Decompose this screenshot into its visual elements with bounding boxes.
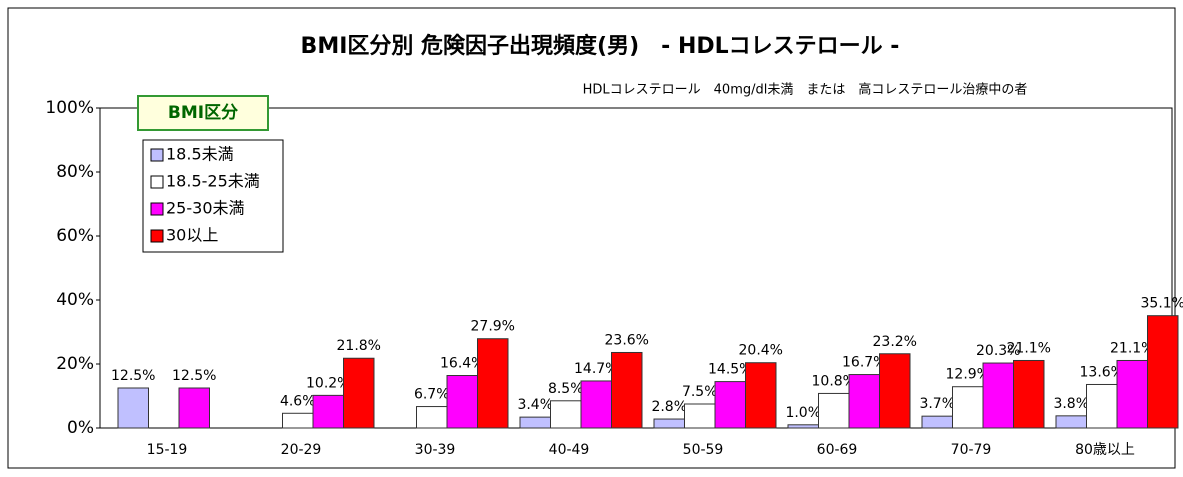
value-label: 3.7%	[919, 396, 955, 412]
bar	[1147, 315, 1179, 429]
value-label: 16.4%	[440, 356, 484, 372]
legend-box	[142, 139, 284, 253]
value-label: 20.4%	[739, 343, 783, 359]
bar	[477, 338, 509, 429]
bar	[343, 357, 375, 429]
bar	[416, 406, 448, 429]
bar	[312, 394, 344, 429]
value-label: 35.1%	[1141, 296, 1183, 312]
value-label: 21.1%	[1110, 340, 1154, 356]
bar	[1116, 359, 1148, 429]
bar	[282, 412, 314, 429]
y-tick-label: 60%	[56, 226, 94, 246]
value-label: 16.7%	[842, 355, 886, 371]
y-tick-label: 80%	[56, 162, 94, 182]
value-label: 4.6%	[280, 393, 316, 409]
bar	[921, 415, 953, 429]
value-label: 23.6%	[605, 332, 649, 348]
value-label: 6.7%	[414, 387, 450, 403]
legend-title-box	[137, 95, 269, 131]
bar	[982, 362, 1014, 429]
value-label: 10.2%	[306, 375, 350, 391]
value-label: 12.9%	[946, 367, 990, 383]
legend-title: BMI区分	[168, 103, 238, 123]
value-label: 14.5%	[708, 362, 752, 378]
bar	[611, 351, 643, 429]
value-label: 13.6%	[1080, 364, 1124, 380]
legend-swatch	[150, 229, 164, 243]
value-label: 10.8%	[812, 373, 856, 389]
bar	[1013, 359, 1045, 429]
value-label: 7.5%	[682, 384, 718, 400]
legend-label: 18.5未満	[166, 145, 234, 164]
value-label: 2.8%	[651, 399, 687, 415]
value-label: 8.5%	[548, 381, 584, 397]
x-tick-label: 70-79	[951, 442, 992, 458]
value-label: 21.1%	[1007, 340, 1051, 356]
bar	[580, 380, 612, 429]
legend-label: 18.5-25未満	[166, 172, 260, 191]
value-label: 12.5%	[172, 368, 216, 384]
x-tick-label: 50-59	[683, 442, 724, 458]
value-label: 23.2%	[873, 334, 917, 350]
x-tick-label: 20-29	[281, 442, 322, 458]
y-tick-label: 20%	[56, 354, 94, 374]
value-label: 3.8%	[1053, 396, 1089, 412]
y-tick-label: 0%	[67, 418, 94, 438]
legend-swatch	[150, 202, 164, 216]
x-tick-label: 60-69	[817, 442, 858, 458]
bar	[446, 375, 478, 429]
value-label: 27.9%	[471, 319, 515, 335]
bar	[952, 386, 984, 429]
chart-subtitle: HDLコレステロール 40mg/dl未満 または 高コレステロール治療中の者	[583, 82, 1028, 98]
bar	[879, 353, 911, 429]
legend-label: 30以上	[166, 226, 218, 245]
value-label: 1.0%	[785, 405, 821, 421]
value-label: 3.4%	[517, 397, 553, 413]
x-tick-label: 80歳以上	[1075, 442, 1135, 458]
legend-swatch	[150, 148, 164, 162]
value-label: 12.5%	[111, 368, 155, 384]
bar	[714, 381, 746, 429]
bar	[818, 392, 850, 429]
bar	[1055, 415, 1087, 429]
bar	[117, 387, 149, 429]
bar	[519, 416, 551, 429]
chart-title: BMI区分別 危険因子出現頻度(男) - HDLコレステロール -	[301, 33, 900, 59]
legend-swatch	[150, 175, 164, 189]
bar	[787, 424, 819, 429]
bar	[653, 418, 685, 429]
x-tick-label: 30-39	[415, 442, 456, 458]
value-label: 21.8%	[337, 338, 381, 354]
value-label: 14.7%	[574, 361, 618, 377]
bar	[178, 387, 210, 429]
legend-label: 25-30未満	[166, 199, 245, 218]
y-tick-label: 100%	[45, 98, 94, 118]
x-tick-label: 15-19	[147, 442, 188, 458]
y-tick-label: 40%	[56, 290, 94, 310]
bar	[684, 403, 716, 429]
bar	[1086, 383, 1118, 429]
bar	[745, 362, 777, 429]
x-tick-label: 40-49	[549, 442, 590, 458]
bar	[550, 400, 582, 429]
bar	[848, 374, 880, 429]
value-label: 20.3%	[976, 343, 1020, 359]
